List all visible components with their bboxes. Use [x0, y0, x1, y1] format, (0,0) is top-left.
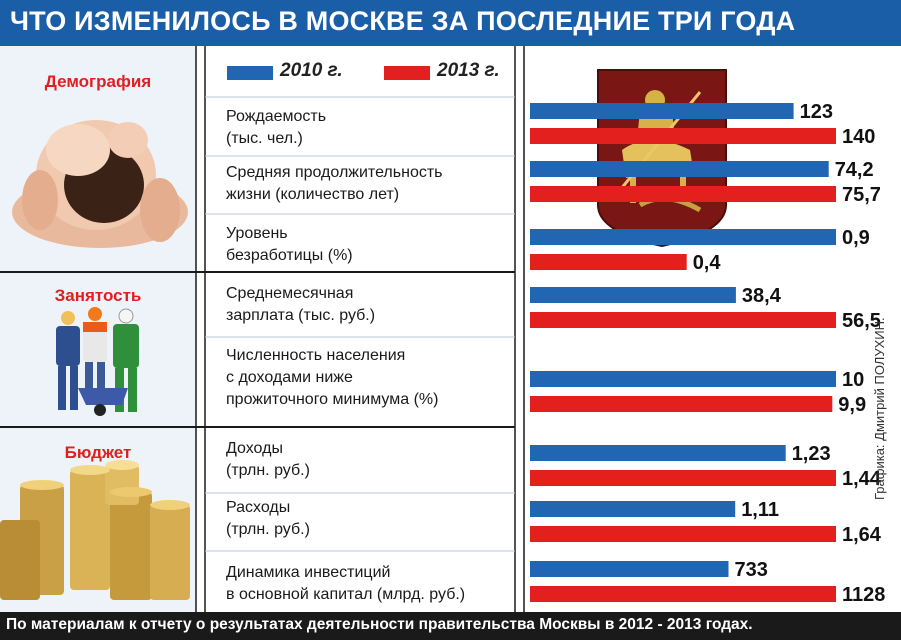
bar-2013-row-4 — [530, 396, 833, 412]
legend-label-2010: 2010 г. — [280, 60, 343, 81]
section-title-employment: Занятость — [54, 286, 142, 305]
bar-2010-row-5 — [530, 445, 786, 461]
bar-2013-row-1 — [530, 186, 836, 202]
value-label-2010-row-0: 123 — [800, 101, 833, 123]
row-label-expenses: Расходы (трлн. руб.) — [226, 497, 510, 541]
value-label-2010-row-6: 1,11 — [741, 499, 779, 521]
value-label-2013-row-0: 140 — [842, 126, 875, 148]
value-label-2013-row-1: 75,7 — [842, 184, 881, 206]
row-label-investment: Динамика инвестиций в основной капитал (… — [226, 562, 510, 606]
bar-2010-row-6 — [530, 501, 736, 517]
bar-2013-row-3 — [530, 312, 836, 328]
workers-with-wheelbarrow-photo — [56, 307, 139, 416]
row-label-line: Расходы — [226, 499, 291, 516]
coin-stacks-photo — [0, 460, 190, 600]
row-label-unemployment: Уровень безработицы (%) — [226, 223, 510, 267]
title-bar: ЧТО ИЗМЕНИЛОСЬ В МОСКВЕ ЗА ПОСЛЕДНИЕ ТРИ… — [0, 0, 901, 46]
row-label-revenue: Доходы (трлн. руб.) — [226, 438, 510, 482]
value-label-2010-row-3: 38,4 — [742, 285, 782, 307]
credit-text: Графика: Дмитрий ПОЛУХИН. — [872, 317, 887, 500]
row-label-line: (трлн. руб.) — [226, 462, 310, 479]
value-label-2013-row-3: 56,5 — [842, 310, 881, 332]
value-label-2010-row-2: 0,9 — [842, 227, 870, 249]
row-label-line: Численность населения — [226, 347, 406, 364]
row-label-line: (тыс. чел.) — [226, 130, 303, 147]
moscow-coat-of-arms-icon — [597, 69, 727, 248]
bar-2010-row-1 — [530, 161, 829, 177]
bar-chart: 123 140 74,2 75,7 0,9 0,4 38,4 56,5 10 9,9 1,23 1,4… — [530, 101, 885, 606]
row-label-line: зарплата (тыс. руб.) — [226, 307, 376, 324]
legend-swatch-2010 — [227, 66, 273, 80]
row-label-line: жизни (количество лет) — [226, 186, 400, 203]
value-label-2010-row-5: 1,23 — [792, 443, 831, 465]
value-label-2013-row-7: 1128 — [842, 584, 885, 606]
footer-source: По материалам к отчету о результатах дея… — [6, 616, 753, 633]
bar-2010-row-7 — [530, 561, 729, 577]
row-label-line: прожиточного минимума (%) — [226, 391, 439, 408]
bar-2013-row-5 — [530, 470, 836, 486]
value-label-2013-row-4: 9,9 — [838, 394, 866, 416]
row-label-poverty: Численность населения с доходами ниже пр… — [226, 345, 510, 411]
section-title-budget: Бюджет — [64, 443, 132, 462]
section-title-demography: Демография — [44, 72, 152, 91]
value-label-2013-row-6: 1,64 — [842, 524, 882, 546]
value-label-2010-row-1: 74,2 — [835, 159, 874, 181]
bar-2010-row-3 — [530, 287, 736, 303]
bar-2013-row-7 — [530, 586, 836, 602]
row-label-line: Динамика инвестиций — [226, 564, 391, 581]
row-label-line: Средняя продолжительность — [226, 164, 443, 181]
legend-swatch-2013 — [384, 66, 430, 80]
row-label-line: в основной капитал (млрд. руб.) — [226, 586, 466, 603]
page-title: ЧТО ИЗМЕНИЛОСЬ В МОСКВЕ ЗА ПОСЛЕДНИЕ ТРИ… — [10, 6, 796, 36]
row-label-line: Среднемесячная — [226, 285, 354, 302]
row-label-line: Доходы — [226, 440, 283, 457]
row-label-line: безработицы (%) — [226, 247, 353, 264]
row-label-line: Рождаемость — [226, 108, 327, 125]
row-label-salary: Среднемесячная зарплата (тыс. руб.) — [226, 283, 510, 327]
row-label-line: с доходами ниже — [226, 369, 353, 386]
bar-2010-row-0 — [530, 103, 794, 119]
bar-2013-row-2 — [530, 254, 687, 270]
bar-2013-row-6 — [530, 526, 836, 542]
footer-bar: По материалам к отчету о результатах дея… — [0, 612, 901, 640]
value-label-2010-row-7: 733 — [735, 559, 768, 581]
value-label-2010-row-4: 10 — [842, 369, 864, 391]
row-label-line: (трлн. руб.) — [226, 521, 310, 538]
row-label-life-expectancy: Средняя продолжительность жизни (количес… — [226, 162, 510, 206]
value-label-2013-row-2: 0,4 — [693, 252, 722, 274]
row-label-birth-rate: Рождаемость (тыс. чел.) — [226, 106, 510, 150]
bar-2010-row-4 — [530, 371, 836, 387]
bar-2013-row-0 — [530, 128, 836, 144]
legend-label-2013: 2013 г. — [437, 60, 500, 81]
value-label-2013-row-5: 1,44 — [842, 468, 882, 490]
row-label-line: Уровень — [226, 225, 288, 242]
bar-2010-row-2 — [530, 229, 836, 245]
baby-in-hands-photo — [12, 120, 188, 248]
